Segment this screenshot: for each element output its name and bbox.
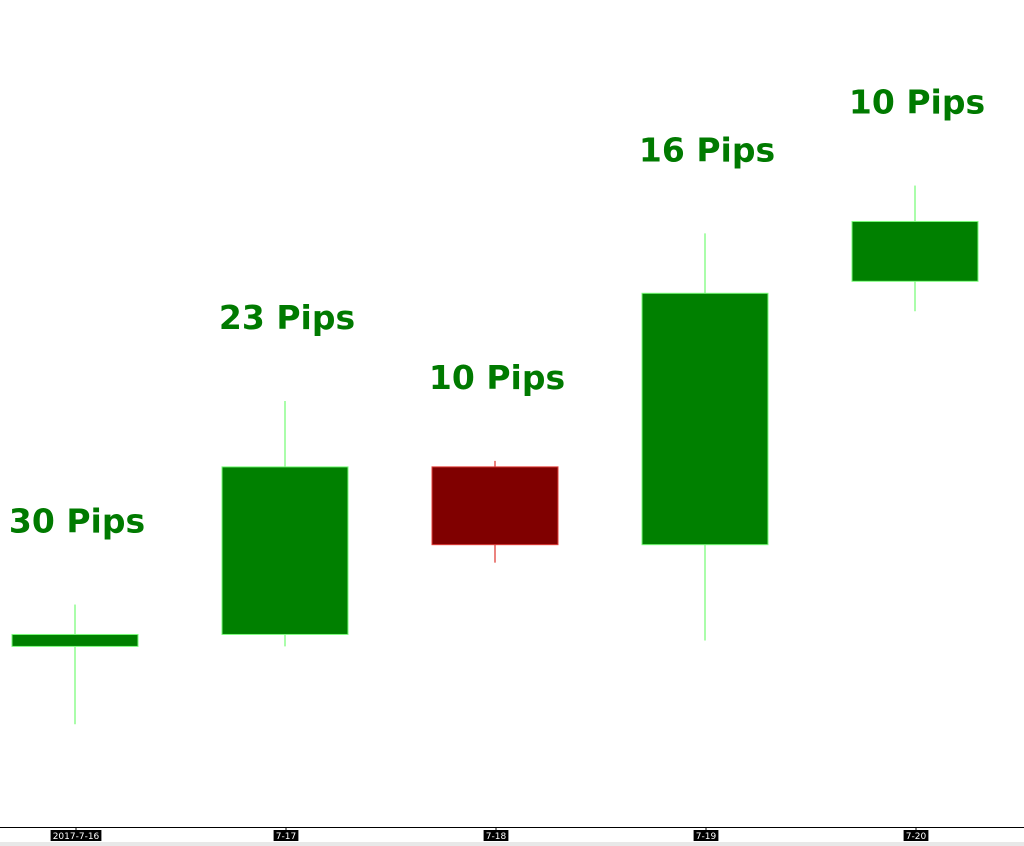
x-tick-label: 7-18: [486, 832, 507, 842]
candle-body: [851, 220, 979, 282]
x-tick-label-bg: [693, 830, 719, 841]
pip-label: 10 Pips: [849, 83, 985, 122]
pip-label: 10 Pips: [429, 358, 565, 397]
x-tick: 7-18: [483, 828, 509, 842]
x-tick: 7-17: [273, 828, 299, 842]
candle: [641, 233, 769, 641]
x-tick: 2017-7-16: [50, 828, 102, 842]
candle: [11, 604, 139, 725]
x-tick-label-bg: [483, 830, 509, 841]
x-tick-label: 7-17: [276, 832, 296, 842]
x-tick: 7-20: [903, 828, 929, 842]
candle: [851, 185, 979, 312]
x-axis: 2017-7-16 7-17 7-18 7-19 7-20: [0, 827, 1024, 846]
pip-label: 16 Pips: [639, 131, 775, 170]
x-tick-label-bg: [903, 830, 929, 841]
candle: [221, 401, 349, 647]
x-tick-label: 2017-7-16: [53, 832, 100, 842]
candle-body: [221, 466, 349, 635]
scrollbar-track: [0, 842, 1024, 846]
candle-body: [431, 466, 559, 546]
x-tick-label-bg: [50, 830, 102, 841]
pip-labels-layer: 30 Pips 23 Pips 10 Pips 16 Pips 10 Pips: [9, 83, 985, 541]
candle-body: [641, 292, 769, 546]
candle: [431, 460, 559, 563]
x-tick-label-bg: [273, 830, 299, 841]
candles-layer: [11, 185, 979, 725]
pip-label: 23 Pips: [219, 298, 355, 337]
pip-label: 30 Pips: [9, 502, 145, 541]
x-tick-label: 7-19: [696, 832, 717, 842]
x-tick-label: 7-20: [906, 832, 927, 842]
x-tick: 7-19: [693, 828, 719, 842]
candle-body: [11, 633, 139, 647]
